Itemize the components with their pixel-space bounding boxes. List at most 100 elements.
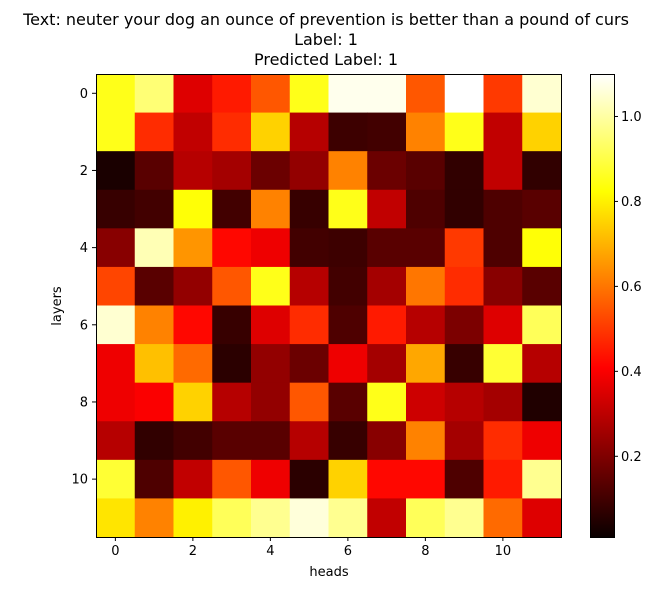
heatmap-cell xyxy=(251,498,291,538)
heatmap-cell xyxy=(522,459,562,500)
heatmap-cell xyxy=(406,112,446,152)
heatmap-cell xyxy=(134,459,175,500)
heatmap-cell xyxy=(212,305,252,345)
heatmap-cell xyxy=(251,421,291,461)
x-tick-label: 2 xyxy=(189,544,197,559)
heatmap-cell xyxy=(444,266,485,307)
heatmap-cell xyxy=(444,112,485,152)
heatmap-cell xyxy=(251,189,291,229)
heatmap-cell xyxy=(367,459,407,500)
heatmap-cell xyxy=(173,305,213,345)
heatmap-cell xyxy=(406,421,446,461)
heatmap-cell xyxy=(251,459,291,500)
heatmap-cell xyxy=(328,305,368,345)
title-line-text: Text: neuter your dog an ounce of preven… xyxy=(22,10,629,29)
heatmap-cell xyxy=(289,498,330,538)
y-tick-label: 4 xyxy=(80,241,88,256)
heatmap-cell xyxy=(406,189,446,229)
heatmap-cell xyxy=(96,498,136,538)
heatmap-cell xyxy=(328,74,368,114)
colorbar-tick-label: 0.6 xyxy=(621,280,642,295)
heatmap-cell xyxy=(406,498,446,538)
heatmap-cell xyxy=(289,382,330,422)
heatmap-cell xyxy=(483,459,523,500)
heatmap-cell xyxy=(134,344,175,384)
heatmap-cell xyxy=(212,112,252,152)
colorbar-tick-label: 1.0 xyxy=(621,110,642,125)
heatmap-cell xyxy=(444,421,485,461)
heatmap-cell xyxy=(134,382,175,422)
heatmap-cell xyxy=(328,498,368,538)
heatmap-cell xyxy=(134,189,175,229)
heatmap-cell xyxy=(212,421,252,461)
title-line-predicted: Predicted Label: 1 xyxy=(254,50,398,69)
x-tick-label: 10 xyxy=(495,544,512,559)
plot-frame xyxy=(96,74,562,538)
heatmap-cell xyxy=(212,228,252,268)
heatmap-cell xyxy=(406,305,446,345)
heatmap-cells xyxy=(96,74,562,538)
heatmap-cell xyxy=(367,228,407,268)
heatmap-cell xyxy=(96,74,136,114)
heatmap-cell xyxy=(212,382,252,422)
colorbar-frame xyxy=(590,74,615,538)
heatmap-cell xyxy=(289,189,330,229)
heatmap-cell xyxy=(483,382,523,422)
heatmap-cell xyxy=(251,228,291,268)
heatmap-cell xyxy=(522,189,562,229)
heatmap-cell xyxy=(212,459,252,500)
heatmap-cell xyxy=(406,266,446,307)
heatmap-cell xyxy=(96,112,136,152)
heatmap-cell xyxy=(444,498,485,538)
heatmap-cell xyxy=(367,266,407,307)
x-axis-ticks: 0 2 4 6 8 10 xyxy=(111,537,511,559)
heatmap-cell xyxy=(251,266,291,307)
heatmap-cell xyxy=(522,112,562,152)
heatmap-cell xyxy=(96,421,136,461)
heatmap-cell xyxy=(483,498,523,538)
heatmap-cell xyxy=(96,151,136,191)
heatmap-cell xyxy=(406,74,446,114)
heatmap-cell xyxy=(289,305,330,345)
x-tick-label: 4 xyxy=(266,544,274,559)
heatmap-cell xyxy=(96,266,136,307)
heatmap-cell xyxy=(483,305,523,345)
heatmap-cell xyxy=(96,305,136,345)
heatmap-cell xyxy=(522,344,562,384)
y-axis-label: layers xyxy=(50,286,65,326)
heatmap-cell xyxy=(96,382,136,422)
heatmap-cell xyxy=(96,189,136,229)
heatmap-cell xyxy=(444,189,485,229)
heatmap-cell xyxy=(328,344,368,384)
heatmap-cell xyxy=(251,74,291,114)
y-axis-ticks: 0 2 4 6 8 10 xyxy=(71,87,96,488)
heatmap-cell xyxy=(173,382,213,422)
heatmap-cell xyxy=(134,112,175,152)
heatmap-cell xyxy=(96,459,136,500)
heatmap-cell xyxy=(483,74,523,114)
y-tick-label: 2 xyxy=(80,164,88,179)
heatmap-cell xyxy=(212,189,252,229)
heatmap-cell xyxy=(444,305,485,345)
heatmap-cell xyxy=(134,228,175,268)
heatmap-cell xyxy=(173,112,213,152)
heatmap-cell xyxy=(173,459,213,500)
heatmap-cell xyxy=(483,228,523,268)
colorbar-tick-label: 0.8 xyxy=(621,195,642,210)
heatmap-cell xyxy=(212,344,252,384)
heatmap-cell xyxy=(251,305,291,345)
heatmap-cell xyxy=(444,151,485,191)
x-tick-label: 0 xyxy=(111,544,119,559)
heatmap-cell xyxy=(96,228,136,268)
y-tick-label: 8 xyxy=(80,395,88,410)
heatmap-cell xyxy=(251,382,291,422)
heatmap-cell xyxy=(289,74,330,114)
y-tick-label: 10 xyxy=(71,473,88,488)
heatmap-cell xyxy=(522,228,562,268)
y-tick-label: 6 xyxy=(80,318,88,333)
heatmap-cell xyxy=(289,151,330,191)
heatmap-cell xyxy=(289,344,330,384)
heatmap-cell xyxy=(522,74,562,114)
heatmap-cell xyxy=(522,498,562,538)
heatmap-cell xyxy=(328,382,368,422)
